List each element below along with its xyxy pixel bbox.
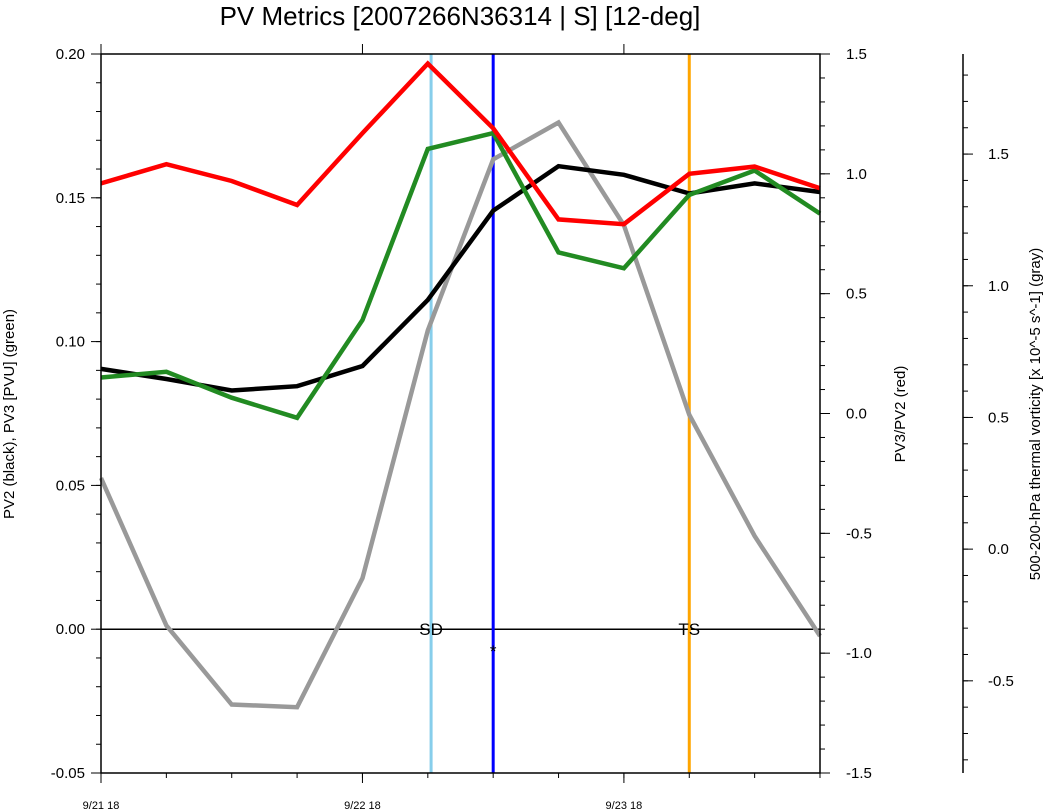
left-tick-label: 0.10	[56, 334, 85, 351]
left-tick-label: 0.20	[56, 46, 85, 63]
series-line-thermal-vorticity	[98, 119, 822, 710]
right-tick-label: -0.5	[846, 525, 872, 542]
series-line-pv2	[100, 163, 821, 393]
chart-title: PV Metrics [2007266N36314 | S] [12-deg]	[220, 1, 701, 31]
far-right-tick-label: 1.0	[988, 278, 1009, 295]
right-tick-label: 0.5	[846, 286, 867, 303]
right-tick-label: 1.0	[846, 166, 867, 183]
x-tick-label: 9/21 18	[83, 800, 120, 812]
right-tick-label: -1.5	[846, 765, 872, 782]
right-tick-label: 1.5	[846, 46, 867, 63]
annotation-star: *	[490, 642, 497, 661]
x-tick-label: 9/22 18	[344, 800, 381, 812]
left-tick-label: 0.00	[56, 621, 85, 638]
far-right-axis-label: 500-200-hPa thermal vorticity [x 10^-5 s…	[1027, 248, 1044, 581]
right-tick-label: -1.0	[846, 645, 872, 662]
left-axis-label: PV2 (black), PV3 [PVU] (green)	[1, 309, 18, 519]
annotation-sd: SD	[419, 620, 443, 639]
right-tick-label: 0.0	[846, 406, 867, 423]
x-tick-label: 9/23 18	[606, 800, 643, 812]
axes: 0.20 0.15 0.10 0.05 0.00 -0.05 1.5 1.0 0.5 0.0 -0.…	[51, 44, 1014, 812]
plot-area: SD * TS	[98, 54, 822, 773]
series-line-pv3-pv2	[100, 60, 821, 227]
series-line-pv3	[100, 130, 822, 421]
far-right-tick-label: 0.0	[988, 541, 1009, 558]
annotation-ts: TS	[678, 620, 700, 639]
right-axis-label: PV3/PV2 (red)	[892, 366, 909, 463]
left-tick-label: 0.05	[56, 477, 85, 494]
far-right-tick-label: 0.5	[988, 409, 1009, 426]
left-tick-label: 0.15	[56, 190, 85, 207]
left-tick-label: -0.05	[51, 765, 85, 782]
plot-frame	[100, 53, 821, 774]
far-right-tick-label: -0.5	[988, 673, 1014, 690]
far-right-tick-label: 1.5	[988, 146, 1009, 163]
